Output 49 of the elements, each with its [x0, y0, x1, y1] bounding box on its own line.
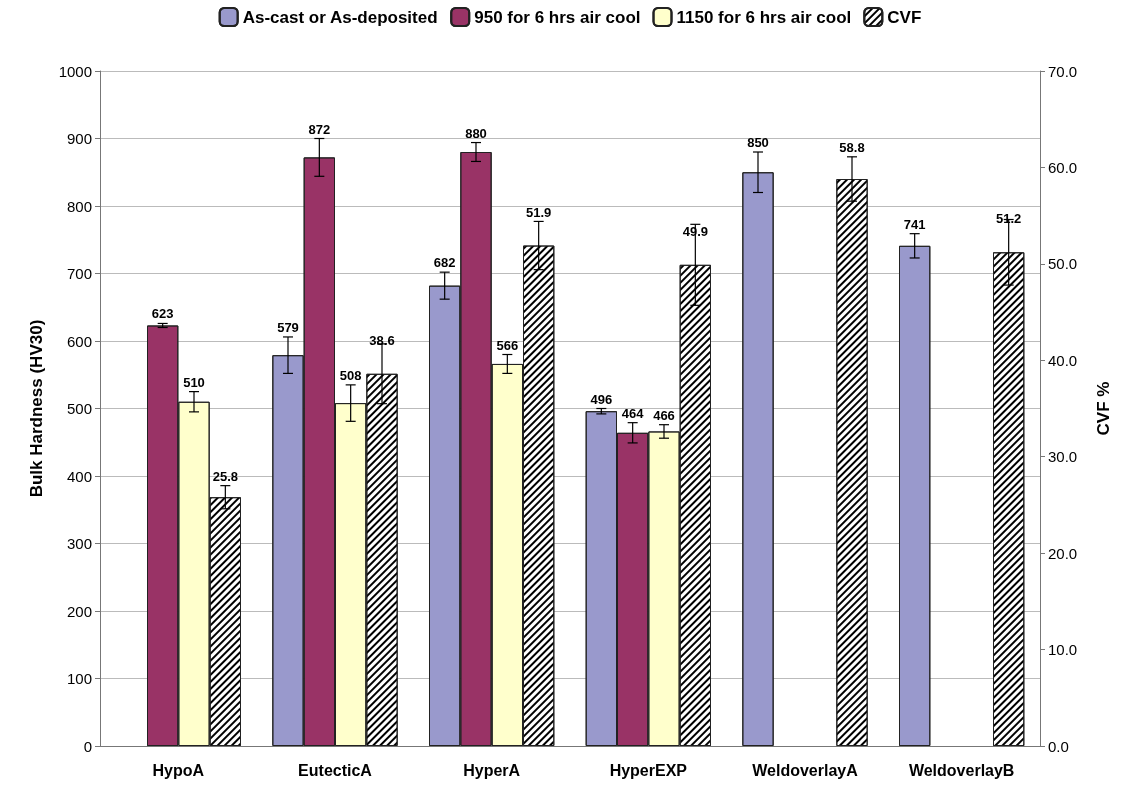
data-label: 466 [653, 407, 675, 423]
x-tick-label: WeldoverlayB [908, 761, 1015, 779]
data-label: 38.6 [369, 332, 395, 348]
y-tick-label: 200 [66, 602, 92, 620]
y-tick-label: 700 [66, 265, 92, 282]
data-label: 508 [339, 367, 362, 383]
y2-tick-label: 30.0 [1048, 448, 1078, 466]
y-tick-label: 100 [66, 670, 92, 687]
y-tick-label: 800 [66, 197, 92, 215]
data-label: 51.9 [526, 204, 552, 220]
x-tick-label: HyperEXP [609, 761, 688, 779]
data-label: 682 [433, 255, 456, 271]
legend-label: CVF [887, 7, 922, 27]
data-label: 579 [277, 319, 299, 335]
y-tick-label: 900 [66, 130, 92, 147]
x-tick-label: WeldoverlayA [752, 761, 859, 779]
legend-label: As-cast or As-deposited [242, 7, 438, 27]
data-label: 880 [465, 125, 487, 141]
y-tick-label: 1000 [58, 62, 92, 80]
y-tick-label: 500 [66, 400, 92, 417]
y2-tick-label: 50.0 [1048, 255, 1078, 273]
y2-tick-label: 0.0 [1048, 737, 1069, 755]
data-label: 51.2 [996, 211, 1022, 227]
y-tick-label: 600 [66, 332, 92, 350]
y-tick-label: 400 [66, 467, 92, 485]
data-label: 496 [590, 391, 613, 407]
y-axis-title: Bulk Hardness (HV30) [27, 319, 46, 498]
data-label: 872 [308, 121, 331, 137]
data-label: 25.8 [212, 468, 238, 484]
legend-label: 1150 for 6 hrs air cool [676, 7, 852, 27]
y2-tick-label: 60.0 [1048, 158, 1078, 176]
x-tick-label: HypoA [152, 761, 205, 779]
y-tick-label: 300 [66, 535, 92, 552]
y2-tick-label: 70.0 [1048, 62, 1078, 80]
y2-tick-label: 20.0 [1048, 544, 1078, 562]
data-label: 510 [183, 374, 205, 390]
data-label: 741 [903, 216, 926, 232]
y2-tick-label: 40.0 [1048, 351, 1078, 369]
data-label: 850 [747, 135, 769, 150]
data-label: 58.8 [839, 139, 865, 155]
y2-tick-label: 10.0 [1048, 641, 1078, 659]
y2-axis-title: CVF % [1094, 381, 1113, 436]
y-tick-label: 0 [83, 737, 92, 755]
legend-label: 950 for 6 hrs air cool [474, 7, 641, 27]
data-label: 464 [621, 405, 645, 421]
data-label: 566 [496, 337, 519, 353]
x-tick-label: HyperA [463, 761, 521, 779]
x-tick-label: EutecticA [298, 761, 373, 779]
data-label: 623 [151, 306, 174, 322]
